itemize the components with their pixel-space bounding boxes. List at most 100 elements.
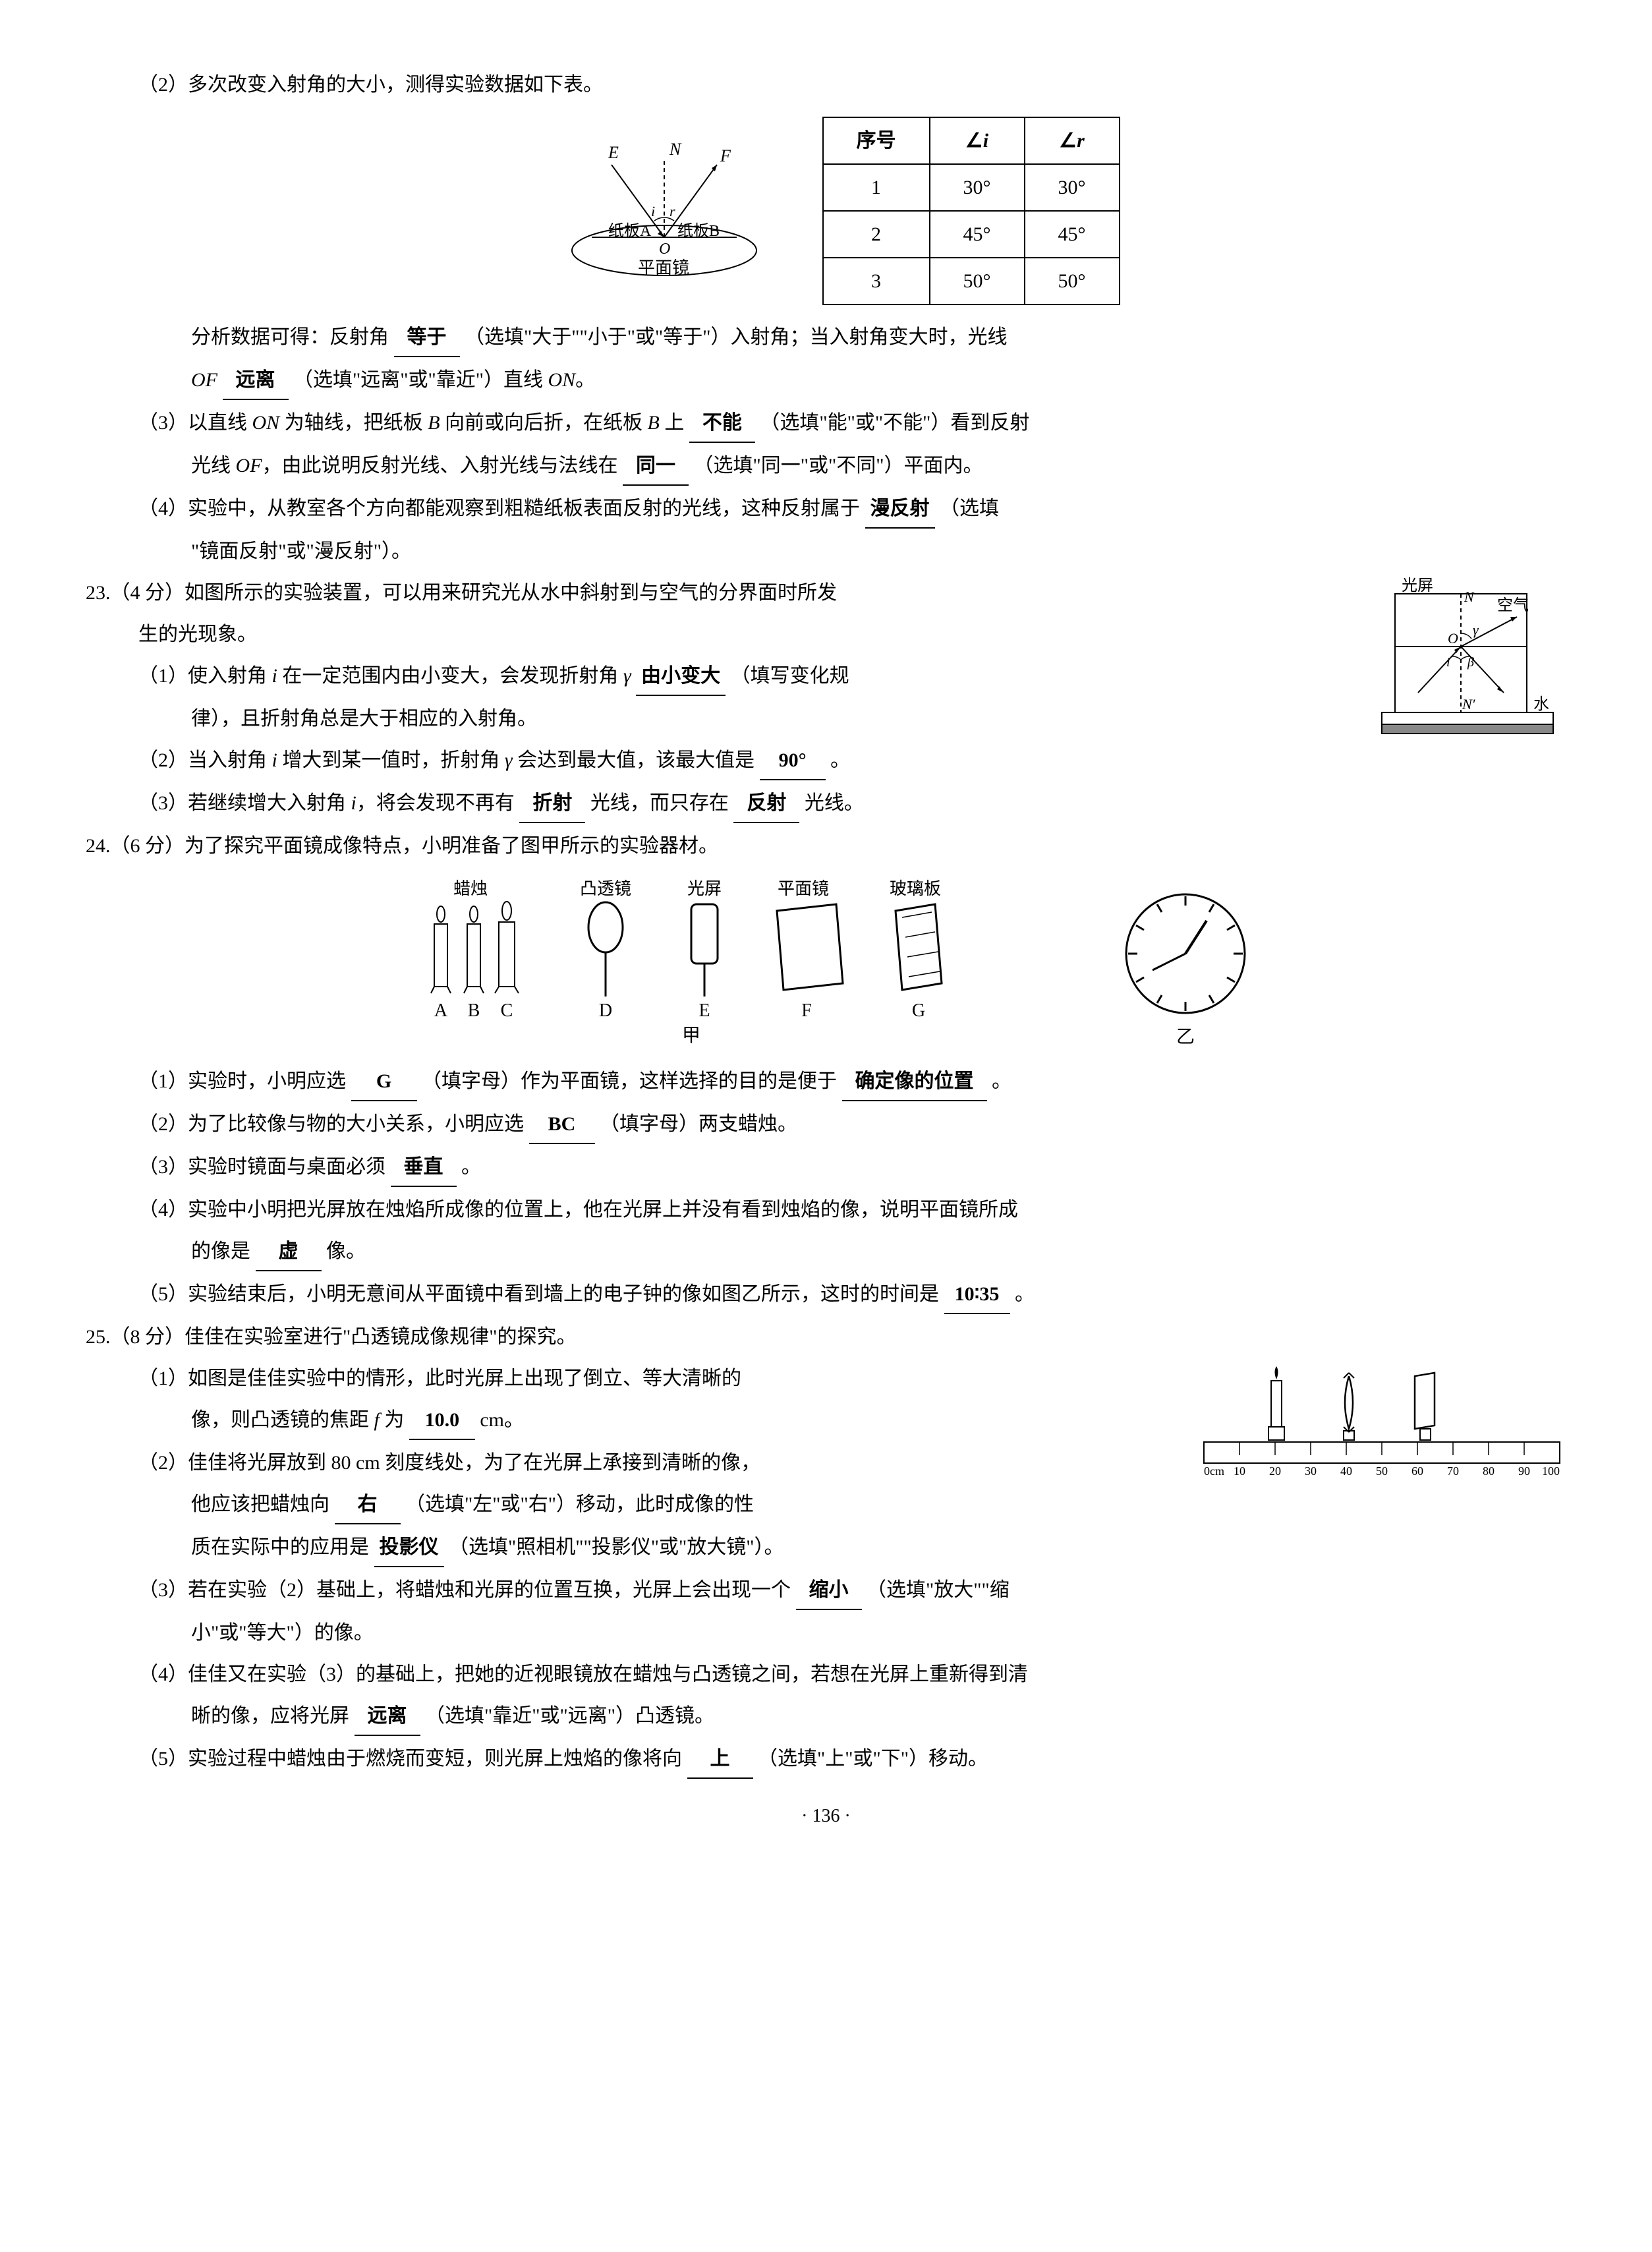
q25-part3-line1: （3）若在实验（2）基础上，将蜡烛和光屏的位置互换，光屏上会出现一个 缩小 （选… — [86, 1571, 1566, 1610]
q22-part4-line1: （4）实验中，从教室各个方向都能观察到粗糙纸板表面反射的光线，这种反射属于 漫反… — [86, 490, 1566, 529]
label-D: D — [598, 1000, 612, 1021]
q22-mirror-diagram: E N F i r 纸板A 纸板B O 平面镜 — [546, 138, 783, 283]
bench-candle-icon — [1268, 1366, 1284, 1440]
blank-equal: 等于 — [394, 318, 460, 357]
th-angle-r: ∠r — [1025, 117, 1120, 164]
label-G: G — [911, 1000, 925, 1021]
blank-same: 同一 — [623, 447, 689, 486]
text: （填字母）作为平面镜，这样选择的目的是便于 — [422, 1070, 837, 1092]
q23-part1-line2: 律），且折射角总是大于相应的入射角。 — [86, 700, 1566, 737]
blank-position: 确定像的位置 — [842, 1062, 987, 1101]
svg-text:0cm: 0cm — [1204, 1464, 1224, 1478]
page-number: · 136 · — [86, 1799, 1566, 1833]
q24-figure-row: 蜡烛 凸透镜 光屏 平面镜 玻璃板 — [86, 878, 1566, 1049]
cell: 3 — [823, 258, 930, 304]
text: （5）实验结束后，小明无意间从平面镜中看到墙上的电子钟的像如图乙所示，这时的时间… — [138, 1283, 939, 1305]
q24-part3: （3）实验时镜面与桌面必须 垂直 。 — [86, 1148, 1566, 1187]
ruler-labels: 0cm 10 20 30 40 50 60 70 80 90 100 — [1204, 1464, 1560, 1478]
q22-analysis-line2: OF 远离 （选填"远离"或"靠近"）直线 ON。 — [86, 361, 1566, 400]
blank-away: 远离 — [355, 1697, 420, 1736]
candle-A-icon — [431, 906, 451, 993]
text: （2）为了比较像与物的大小关系，小明应选 — [138, 1113, 524, 1135]
text: （3）若继续增大入射角 i，将会发现不再有 — [138, 792, 515, 814]
q23-header-line1: 23.（4 分）如图所示的实验装置，可以用来研究光从水中斜射到与空气的分界面时所… — [86, 574, 1566, 612]
blank-10: 10.0 — [409, 1401, 475, 1440]
q22-part2-intro: （2）多次改变入射角的大小，测得实验数据如下表。 — [86, 66, 1566, 103]
q25-part2-line3: 质在实际中的应用是 投影仪 （选填"照相机""投影仪"或"放大镜"）。 — [86, 1528, 1566, 1567]
candle-B-icon — [464, 906, 484, 993]
q25-part4-line1: （4）佳佳又在实验（3）的基础上，把她的近视眼镜放在蜡烛与凸透镜之间，若想在光屏… — [86, 1656, 1566, 1693]
blank-time: 10∶35 — [944, 1275, 1010, 1314]
label-F: F — [720, 146, 731, 165]
cell: 30° — [930, 164, 1025, 211]
cell: 45° — [930, 211, 1025, 258]
label-r: r — [669, 203, 675, 219]
text-OF: OF — [191, 369, 217, 391]
label-mirror: 平面镜 — [638, 258, 689, 277]
label-boardA: 纸板A — [608, 222, 652, 240]
blank-virtual: 虚 — [256, 1232, 322, 1271]
q23-part2: （2）当入射角 i 增大到某一值时，折射角 γ 会达到最大值，该最大值是 90°… — [86, 741, 1566, 780]
label-boardB: 纸板B — [677, 222, 720, 240]
q25-part4-line2: 晰的像，应将光屏 远离 （选填"靠近"或"远离"）凸透镜。 — [86, 1697, 1566, 1736]
q23-part3: （3）若继续增大入射角 i，将会发现不再有 折射 光线，而只存在 反射 光线。 — [86, 784, 1566, 823]
label-candle: 蜡烛 — [453, 879, 487, 898]
label-O: O — [659, 241, 670, 258]
blank-refract: 折射 — [519, 784, 585, 823]
svg-text:70: 70 — [1447, 1464, 1459, 1478]
blank-reflect: 反射 — [733, 784, 799, 823]
svg-text:100: 100 — [1542, 1464, 1560, 1478]
blank-cannot: 不能 — [689, 404, 755, 443]
label-mirror: 平面镜 — [777, 879, 828, 898]
text: （填写变化规 — [731, 665, 849, 687]
bench-lens-icon — [1344, 1373, 1354, 1440]
q24-part4-line2: 的像是 虚 像。 — [86, 1232, 1566, 1271]
q22-analysis-line1: 分析数据可得：反射角 等于 （选填"大于""小于"或"等于"）入射角；当入射角变… — [86, 318, 1566, 357]
cell: 50° — [1025, 258, 1120, 304]
label-O: O — [1448, 630, 1458, 647]
label-screen: 光屏 — [1402, 577, 1433, 594]
blank-90: 90° — [760, 741, 826, 780]
cell: 45° — [1025, 211, 1120, 258]
blank-G: G — [351, 1062, 417, 1101]
blank-diffuse: 漫反射 — [865, 490, 935, 529]
text: 像。 — [326, 1240, 366, 1262]
plane-mirror-icon — [777, 904, 843, 990]
label-F: F — [801, 1000, 812, 1021]
label-N: N — [669, 140, 682, 159]
q25-part3-line2: 小"或"等大"）的像。 — [86, 1614, 1566, 1652]
q25-optical-bench: 0cm 10 20 30 40 50 60 70 80 90 100 — [1197, 1360, 1566, 1491]
q24-clock: 乙 — [1113, 878, 1258, 1049]
blank-BC: BC — [529, 1105, 595, 1144]
text: （选填"上"或"下"）移动。 — [758, 1748, 988, 1770]
label-yi: 乙 — [1176, 1027, 1194, 1047]
text: （选填 — [940, 498, 999, 519]
svg-text:10: 10 — [1234, 1464, 1245, 1478]
q23-diagram: 光屏 N 空气 O γ i β N′ 水 — [1369, 574, 1566, 745]
label-convex: 凸透镜 — [579, 879, 631, 898]
svg-text:40: 40 — [1340, 1464, 1352, 1478]
blank-vertical: 垂直 — [391, 1148, 457, 1187]
th-angle-i: ∠i — [930, 117, 1025, 164]
q24-header: 24.（6 分）为了探究平面镜成像特点，小明准备了图甲所示的实验器材。 — [86, 827, 1566, 865]
blank-right: 右 — [335, 1486, 401, 1524]
text: 。 — [830, 749, 850, 771]
q23-header-line2: 生的光现象。 — [86, 616, 1566, 653]
q22-part3-line1: （3）以直线 ON 为轴线，把纸板 B 向前或向后折，在纸板 B 上 不能 （选… — [86, 404, 1566, 443]
text: （填字母）两支蜡烛。 — [600, 1113, 797, 1135]
text: （选填"远离"或"靠近"）直线 ON。 — [293, 369, 595, 391]
label-Nprime: N′ — [1462, 696, 1476, 712]
text: （选填"照相机""投影仪"或"放大镜"）。 — [449, 1536, 783, 1558]
text: 的像是 — [191, 1240, 250, 1262]
text: （2）当入射角 i 增大到某一值时，折射角 γ 会达到最大值，该最大值是 — [138, 749, 755, 771]
q22-part3-line2: 光线 OF，由此说明反射光线、入射光线与法线在 同一 （选填"同一"或"不同"）… — [86, 447, 1566, 486]
label-A: A — [434, 1000, 447, 1021]
svg-text:30: 30 — [1305, 1464, 1317, 1478]
label-jia: 甲 — [681, 1025, 700, 1046]
blank-increase: 由小变大 — [636, 657, 726, 696]
label-i: i — [651, 203, 655, 219]
cell: 30° — [1025, 164, 1120, 211]
q24-apparatus: 蜡烛 凸透镜 光屏 平面镜 玻璃板 — [395, 878, 1087, 1049]
label-E: E — [698, 1000, 710, 1021]
blank-shrink: 缩小 — [796, 1571, 862, 1610]
